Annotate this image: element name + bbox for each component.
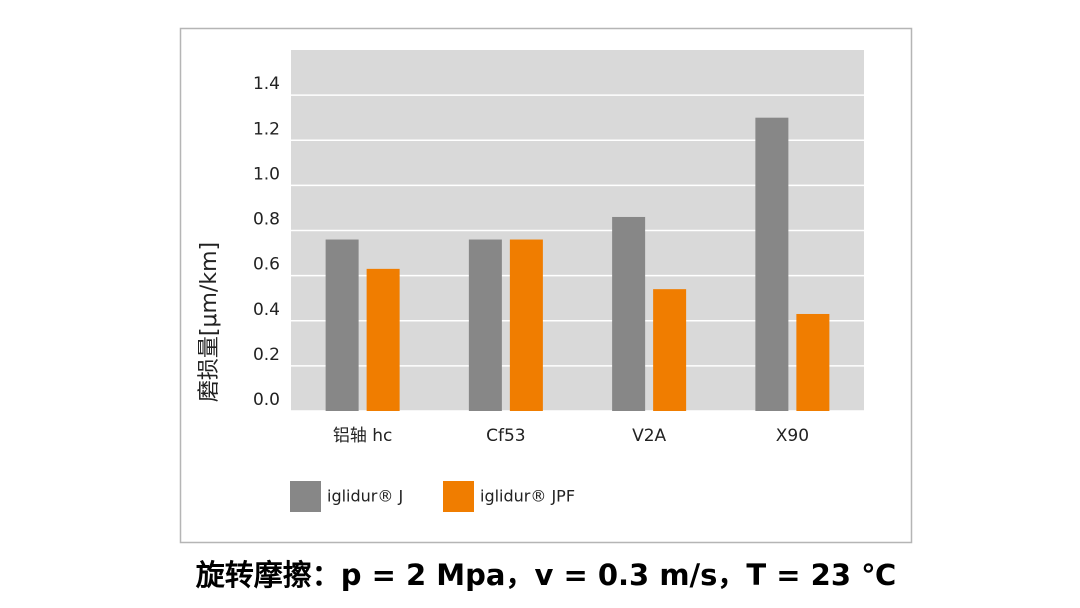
bar [468,239,502,411]
x-tick-label: X90 [776,426,809,446]
y-tick-label: 1.2 [253,119,280,139]
bar [509,239,543,411]
legend-label: iglidur® JPF [480,487,575,506]
y-tick-label: 0.2 [253,345,280,365]
legend-swatch [443,481,474,512]
bar [796,313,830,411]
bar [325,239,359,411]
y-tick-label: 0.4 [253,300,280,320]
legend-label: iglidur® J [327,487,403,506]
y-tick-label: 0.0 [253,390,280,410]
x-tick-label: 铝轴 hc [333,426,393,446]
bar [366,268,400,411]
x-tick-label: Cf53 [486,426,526,446]
y-axis-label: 磨损量[μm/km] [197,242,222,402]
chart-title: 旋转摩擦：p = 2 Mpa，v = 0.3 m/s，T = 23 ℃ [196,558,897,592]
bar [755,117,789,411]
bar [653,289,687,411]
y-tick-label: 0.8 [253,210,280,230]
bar [612,216,646,411]
y-tick-label: 0.6 [253,255,280,275]
legend-swatch [290,481,321,512]
y-tick-label: 1.4 [253,74,280,94]
x-tick-label: V2A [632,426,666,446]
y-tick-label: 1.0 [253,164,280,184]
